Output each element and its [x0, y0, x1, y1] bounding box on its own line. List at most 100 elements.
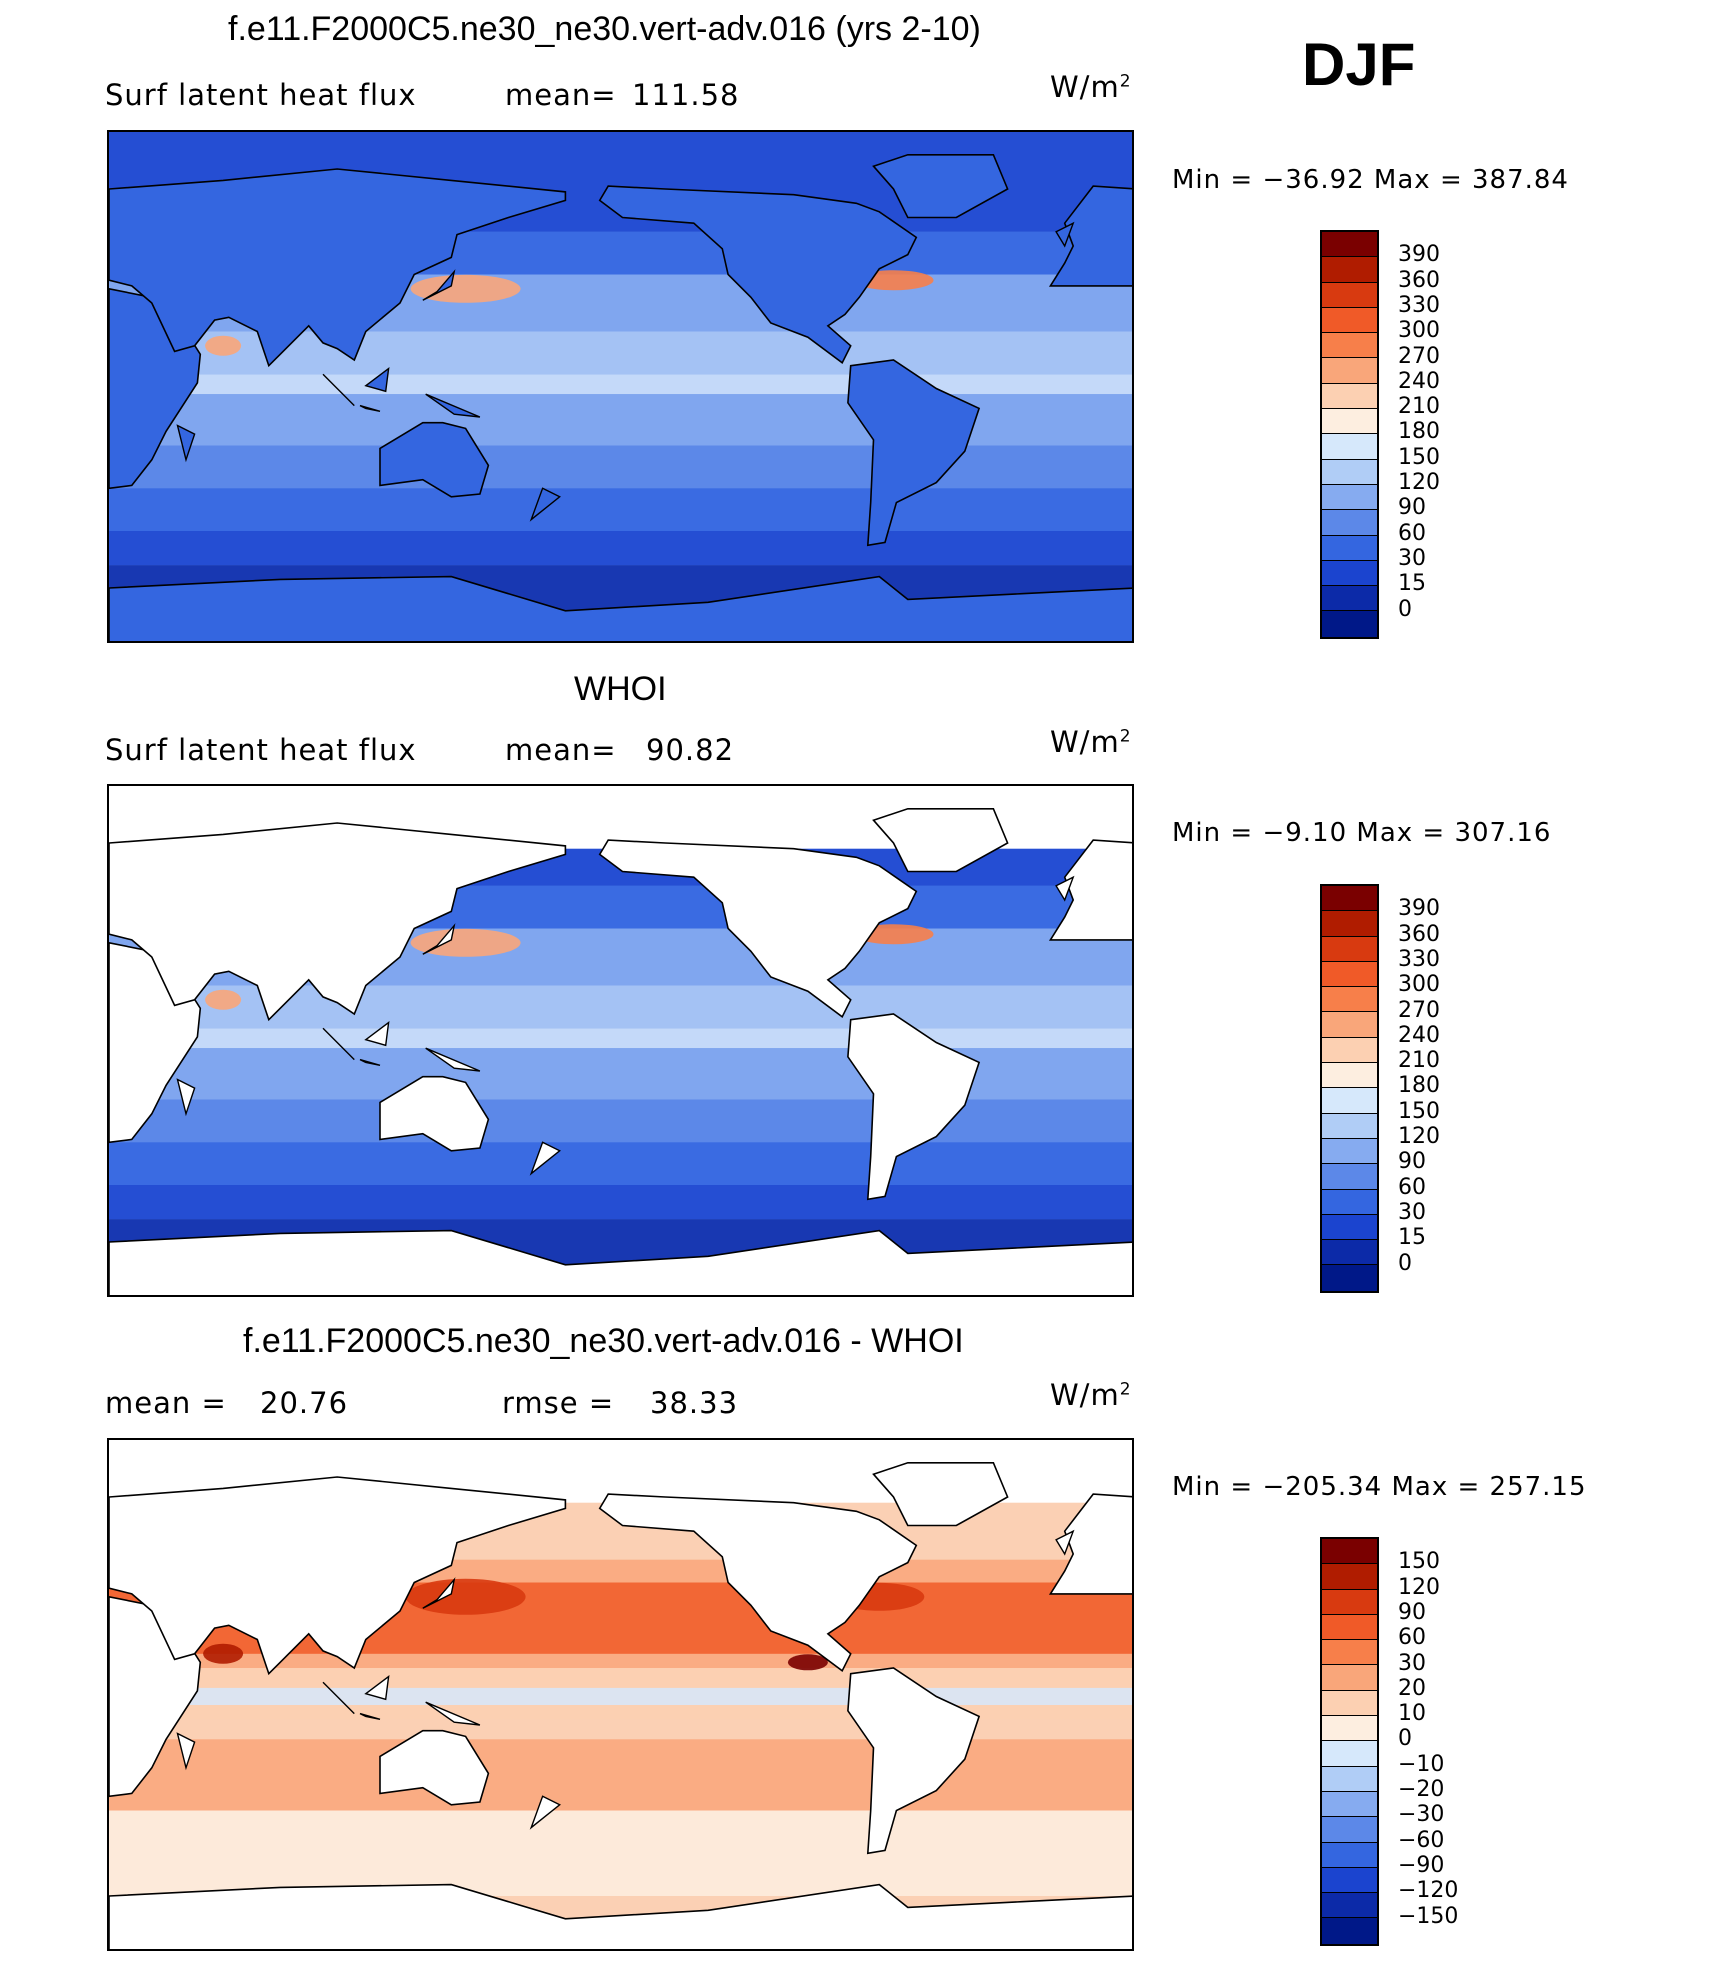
- panel1-mean-label: mean=: [505, 78, 617, 112]
- colorbar-swatch: [1322, 936, 1377, 962]
- map-canvas: [109, 786, 1132, 1295]
- colorbar-swatch: [1322, 1918, 1377, 1944]
- continent-outline: [109, 822, 567, 1022]
- continent-outline: [109, 1229, 1132, 1295]
- panel3-mean-label: mean =: [105, 1386, 227, 1420]
- colorbar-tick-label: 20: [1398, 1675, 1426, 1701]
- panel3-rmse-label: rmse =: [502, 1386, 615, 1420]
- island-outline: [425, 1701, 481, 1726]
- colorbar-swatch: [1322, 484, 1377, 511]
- colorbar-tick-label: −120: [1398, 1878, 1459, 1904]
- island-outline: [1055, 221, 1075, 248]
- colorbar-tick-label: 150: [1398, 444, 1440, 470]
- colorbar-tick-label: −90: [1398, 1852, 1445, 1878]
- colorbar-swatch: [1322, 1766, 1377, 1792]
- panel1-min-max: Min = −36.92 Max = 387.84: [1172, 165, 1569, 195]
- island-outline: [359, 404, 381, 412]
- panel3-mean-value: 20.76: [260, 1386, 349, 1420]
- flux-hotspot: [410, 928, 521, 957]
- field-band: [109, 1185, 1132, 1220]
- panel1-units: W/m2: [1050, 70, 1132, 104]
- colorbar-swatch: [1322, 232, 1377, 258]
- colorbar-tick-label: 0: [1398, 1250, 1412, 1276]
- colorbar-swatch: [1322, 434, 1377, 460]
- colorbar-swatch: [1322, 1240, 1377, 1266]
- colorbar-swatch: [1322, 333, 1377, 359]
- colorbar-tick-label: 150: [1398, 1549, 1440, 1575]
- colorbar-swatch: [1322, 358, 1377, 384]
- map-canvas: [109, 1440, 1132, 1949]
- panel1-map: [107, 130, 1134, 643]
- colorbar-swatch: [1322, 911, 1377, 937]
- colorbar-tick-label: 270: [1398, 997, 1440, 1023]
- colorbar-tick-label: 390: [1398, 896, 1440, 922]
- continent-outline: [1048, 185, 1132, 287]
- continent-outline: [598, 1493, 918, 1673]
- island-outline: [322, 1681, 355, 1715]
- continent-outline: [598, 185, 918, 365]
- continent-outline: [1048, 839, 1132, 941]
- colorbar-tick-label: 330: [1398, 292, 1440, 318]
- colorbar-tick-label: 210: [1398, 394, 1440, 420]
- panel1-field-label: Surf latent heat flux: [105, 78, 417, 112]
- colorbar-tick-label: 15: [1398, 571, 1426, 597]
- colorbar-swatch: [1322, 1539, 1377, 1565]
- colorbar-swatch: [1322, 459, 1377, 485]
- colorbar-tick-label: 30: [1398, 545, 1426, 571]
- colorbar-swatch: [1322, 1088, 1377, 1114]
- colorbar-swatch: [1322, 1589, 1377, 1615]
- island-outline: [529, 1795, 561, 1830]
- colorbar-swatch: [1322, 307, 1377, 334]
- flux-hotspot: [405, 1578, 526, 1615]
- field-band: [109, 488, 1132, 532]
- island-outline: [1055, 1529, 1075, 1556]
- panel2-min-max: Min = −9.10 Max = 307.16: [1172, 818, 1552, 848]
- island-outline: [364, 367, 390, 393]
- flux-hotspot: [410, 274, 521, 303]
- panel3-colorbar: [1320, 1537, 1379, 1946]
- continent-outline: [872, 808, 1009, 873]
- colorbar-swatch: [1322, 1867, 1377, 1894]
- continent-outline: [872, 154, 1009, 219]
- island-outline: [529, 487, 561, 522]
- colorbar-tick-label: 120: [1398, 470, 1440, 495]
- colorbar-tick-label: 90: [1398, 495, 1426, 521]
- colorbar-tick-label: 60: [1398, 520, 1426, 546]
- colorbar-swatch: [1322, 886, 1377, 912]
- colorbar-tick-label: −30: [1398, 1802, 1445, 1828]
- colorbar-swatch: [1322, 1265, 1377, 1291]
- colorbar-swatch: [1322, 560, 1377, 587]
- colorbar-tick-label: 360: [1398, 267, 1440, 293]
- island-outline: [425, 393, 481, 418]
- colorbar-tick-label: −20: [1398, 1777, 1445, 1802]
- colorbar-swatch: [1322, 1791, 1377, 1818]
- colorbar-swatch: [1322, 383, 1377, 410]
- colorbar-tick-label: 0: [1398, 596, 1412, 622]
- continent-outline: [847, 1667, 981, 1855]
- colorbar-tick-label: 150: [1398, 1098, 1440, 1124]
- field-band: [109, 1142, 1132, 1186]
- panel3-rmse-value: 38.33: [650, 1386, 739, 1420]
- colorbar-swatch: [1322, 535, 1377, 561]
- continent-outline: [379, 1075, 490, 1152]
- field-band: [109, 1739, 1132, 1811]
- panel2-mean-label: mean=: [505, 733, 617, 767]
- flux-hotspot: [205, 989, 242, 1010]
- colorbar-tick-label: 90: [1398, 1149, 1426, 1175]
- continent-outline: [109, 1883, 1132, 1949]
- island-outline: [422, 923, 456, 955]
- colorbar-swatch: [1322, 1640, 1377, 1666]
- island-outline: [359, 1058, 381, 1066]
- continent-outline: [379, 421, 490, 498]
- colorbar-tick-label: −60: [1398, 1827, 1445, 1853]
- colorbar-tick-label: 30: [1398, 1199, 1426, 1225]
- continent-outline: [598, 839, 918, 1019]
- continent-outline: [872, 1462, 1009, 1527]
- island-outline: [176, 1732, 196, 1771]
- season-label: DJF: [1302, 31, 1416, 98]
- colorbar-tick-label: −10: [1398, 1751, 1445, 1777]
- field-band: [109, 445, 1132, 489]
- colorbar-tick-label: 330: [1398, 946, 1440, 972]
- field-band: [109, 394, 1132, 446]
- colorbar-swatch: [1322, 1214, 1377, 1241]
